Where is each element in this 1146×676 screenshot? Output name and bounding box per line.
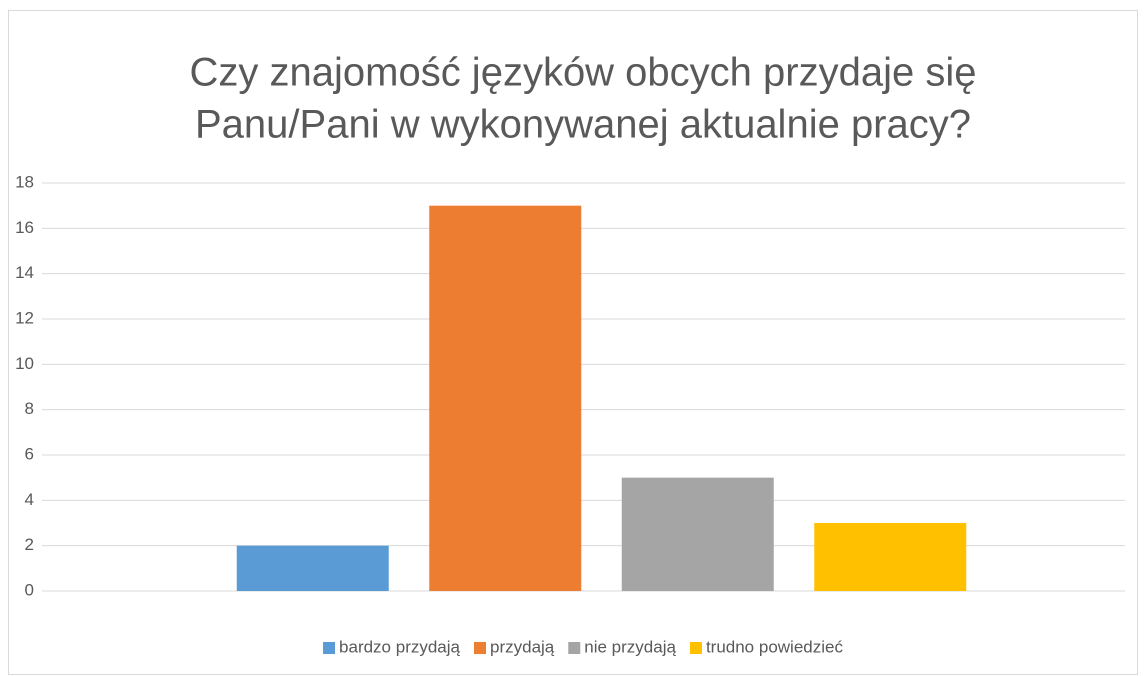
- legend-swatch: [689, 642, 702, 654]
- legend-swatch: [474, 642, 486, 654]
- y-tick-label: 10: [15, 354, 34, 373]
- y-tick-label: 12: [15, 308, 34, 327]
- legend-label: przydają: [490, 637, 555, 656]
- chart-title: Panu/Pani w wykonywanej aktualnie pracy?: [195, 103, 971, 147]
- legend-swatch: [323, 642, 336, 654]
- bar: [814, 523, 967, 591]
- legend-swatch: [568, 642, 581, 654]
- legend-label: nie przydają: [584, 637, 676, 656]
- y-tick-label: 18: [15, 172, 34, 191]
- y-tick-label: 4: [25, 490, 34, 509]
- bar: [236, 545, 389, 591]
- y-tick-label: 16: [15, 218, 34, 237]
- y-tick-label: 8: [25, 399, 34, 418]
- chart-title: Czy znajomość języków obcych przydaje si…: [190, 51, 977, 95]
- y-tick-label: 14: [15, 263, 34, 282]
- bar: [429, 205, 582, 591]
- y-tick-label: 0: [25, 580, 34, 599]
- y-tick-label: 6: [25, 444, 34, 463]
- y-tick-label: 2: [25, 535, 34, 554]
- legend-label: trudno powiedzieć: [706, 637, 844, 656]
- bar: [621, 477, 774, 591]
- legend-label: bardzo przydają: [339, 637, 461, 656]
- chart-border: [8, 10, 1138, 675]
